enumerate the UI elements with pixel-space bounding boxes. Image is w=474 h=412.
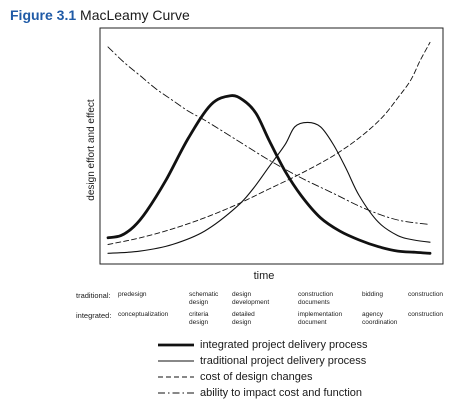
y-axis-label: design effort and effect bbox=[86, 99, 97, 201]
legend-swatch-3 bbox=[158, 376, 194, 378]
traditional-phase-2: schematic design bbox=[189, 291, 218, 306]
series-line-4 bbox=[107, 46, 431, 225]
traditional-phase-3-line-1: design bbox=[232, 291, 252, 298]
integrated-phase-4: implementation document bbox=[298, 311, 342, 326]
integrated-phase-4-line-2: document bbox=[298, 318, 327, 326]
traditional-row-label: traditional: bbox=[76, 291, 111, 300]
traditional-phase-2-line-1: schematic bbox=[189, 291, 219, 298]
legend-item-2: traditional project delivery process bbox=[158, 354, 458, 370]
series-layer bbox=[106, 41, 432, 255]
figure-name: MacLeamy Curve bbox=[80, 7, 190, 23]
plot-frame bbox=[99, 27, 444, 265]
figure-title: Figure 3.1 MacLeamy Curve bbox=[10, 6, 190, 24]
integrated-phase-3-line-1: detailed bbox=[232, 311, 255, 318]
legend-item-4: ability to impact cost and function bbox=[158, 386, 458, 402]
legend-swatch-4 bbox=[158, 392, 194, 394]
integrated-row-label: integrated: bbox=[76, 311, 112, 320]
integrated-phase-3: detailed design bbox=[232, 311, 255, 326]
integrated-phase-6-line-1: construction bbox=[408, 311, 444, 318]
traditional-phase-1: predesign bbox=[118, 291, 147, 299]
series-line-3 bbox=[107, 41, 431, 245]
integrated-phase-6: construction bbox=[408, 311, 443, 319]
series-line-1 bbox=[106, 94, 432, 255]
traditional-phase-5: bidding bbox=[362, 291, 383, 299]
legend-item-3: cost of design changes bbox=[158, 370, 458, 386]
integrated-phase-2-line-1: criteria bbox=[189, 311, 209, 318]
legend-label-1: integrated project delivery process bbox=[200, 339, 368, 351]
traditional-phase-6-line-1: construction bbox=[408, 291, 444, 298]
integrated-phase-4-line-1: implementation bbox=[298, 311, 343, 318]
traditional-phase-2-line-2: design bbox=[189, 298, 209, 306]
integrated-phase-2-line-2: design bbox=[189, 318, 209, 326]
integrated-phase-2: criteria design bbox=[189, 311, 209, 326]
legend-item-1: integrated project delivery process bbox=[158, 338, 458, 354]
traditional-phase-3-line-2: development bbox=[232, 298, 270, 306]
integrated-phase-1-line-1: conceptualization bbox=[118, 311, 169, 318]
traditional-phase-3: design development bbox=[232, 291, 269, 306]
macleamy-chart: time design effort and effect bbox=[86, 27, 444, 282]
traditional-phase-5-line-1: bidding bbox=[362, 291, 383, 298]
integrated-phase-5-line-1: agency bbox=[362, 311, 383, 318]
traditional-phase-4-line-2: documents bbox=[298, 298, 330, 306]
traditional-phase-1-line-1: predesign bbox=[118, 291, 147, 298]
traditional-phase-6: construction bbox=[408, 291, 443, 299]
integrated-phase-5-line-2: coordination bbox=[362, 318, 398, 326]
legend-label-2: traditional project delivery process bbox=[200, 355, 367, 367]
series-line-2 bbox=[107, 121, 431, 254]
legend-swatch-2 bbox=[158, 360, 194, 362]
x-axis-label: time bbox=[254, 270, 275, 282]
figure-label: Figure 3.1 bbox=[10, 7, 77, 23]
traditional-phase-4: construction documents bbox=[298, 291, 333, 306]
integrated-phase-5: agency coordination bbox=[362, 311, 397, 326]
legend-swatch-1 bbox=[158, 343, 194, 347]
legend-label-3: cost of design changes bbox=[200, 371, 313, 383]
legend-label-4: ability to impact cost and function bbox=[200, 387, 363, 399]
integrated-phase-3-line-2: design bbox=[232, 318, 252, 326]
traditional-phase-4-line-1: construction bbox=[298, 291, 334, 298]
integrated-phase-1: conceptualization bbox=[118, 311, 168, 319]
legend: integrated project delivery process tradi… bbox=[158, 338, 458, 402]
